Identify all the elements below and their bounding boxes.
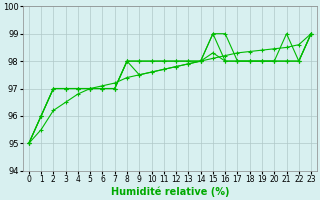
X-axis label: Humidité relative (%): Humidité relative (%) xyxy=(111,187,229,197)
